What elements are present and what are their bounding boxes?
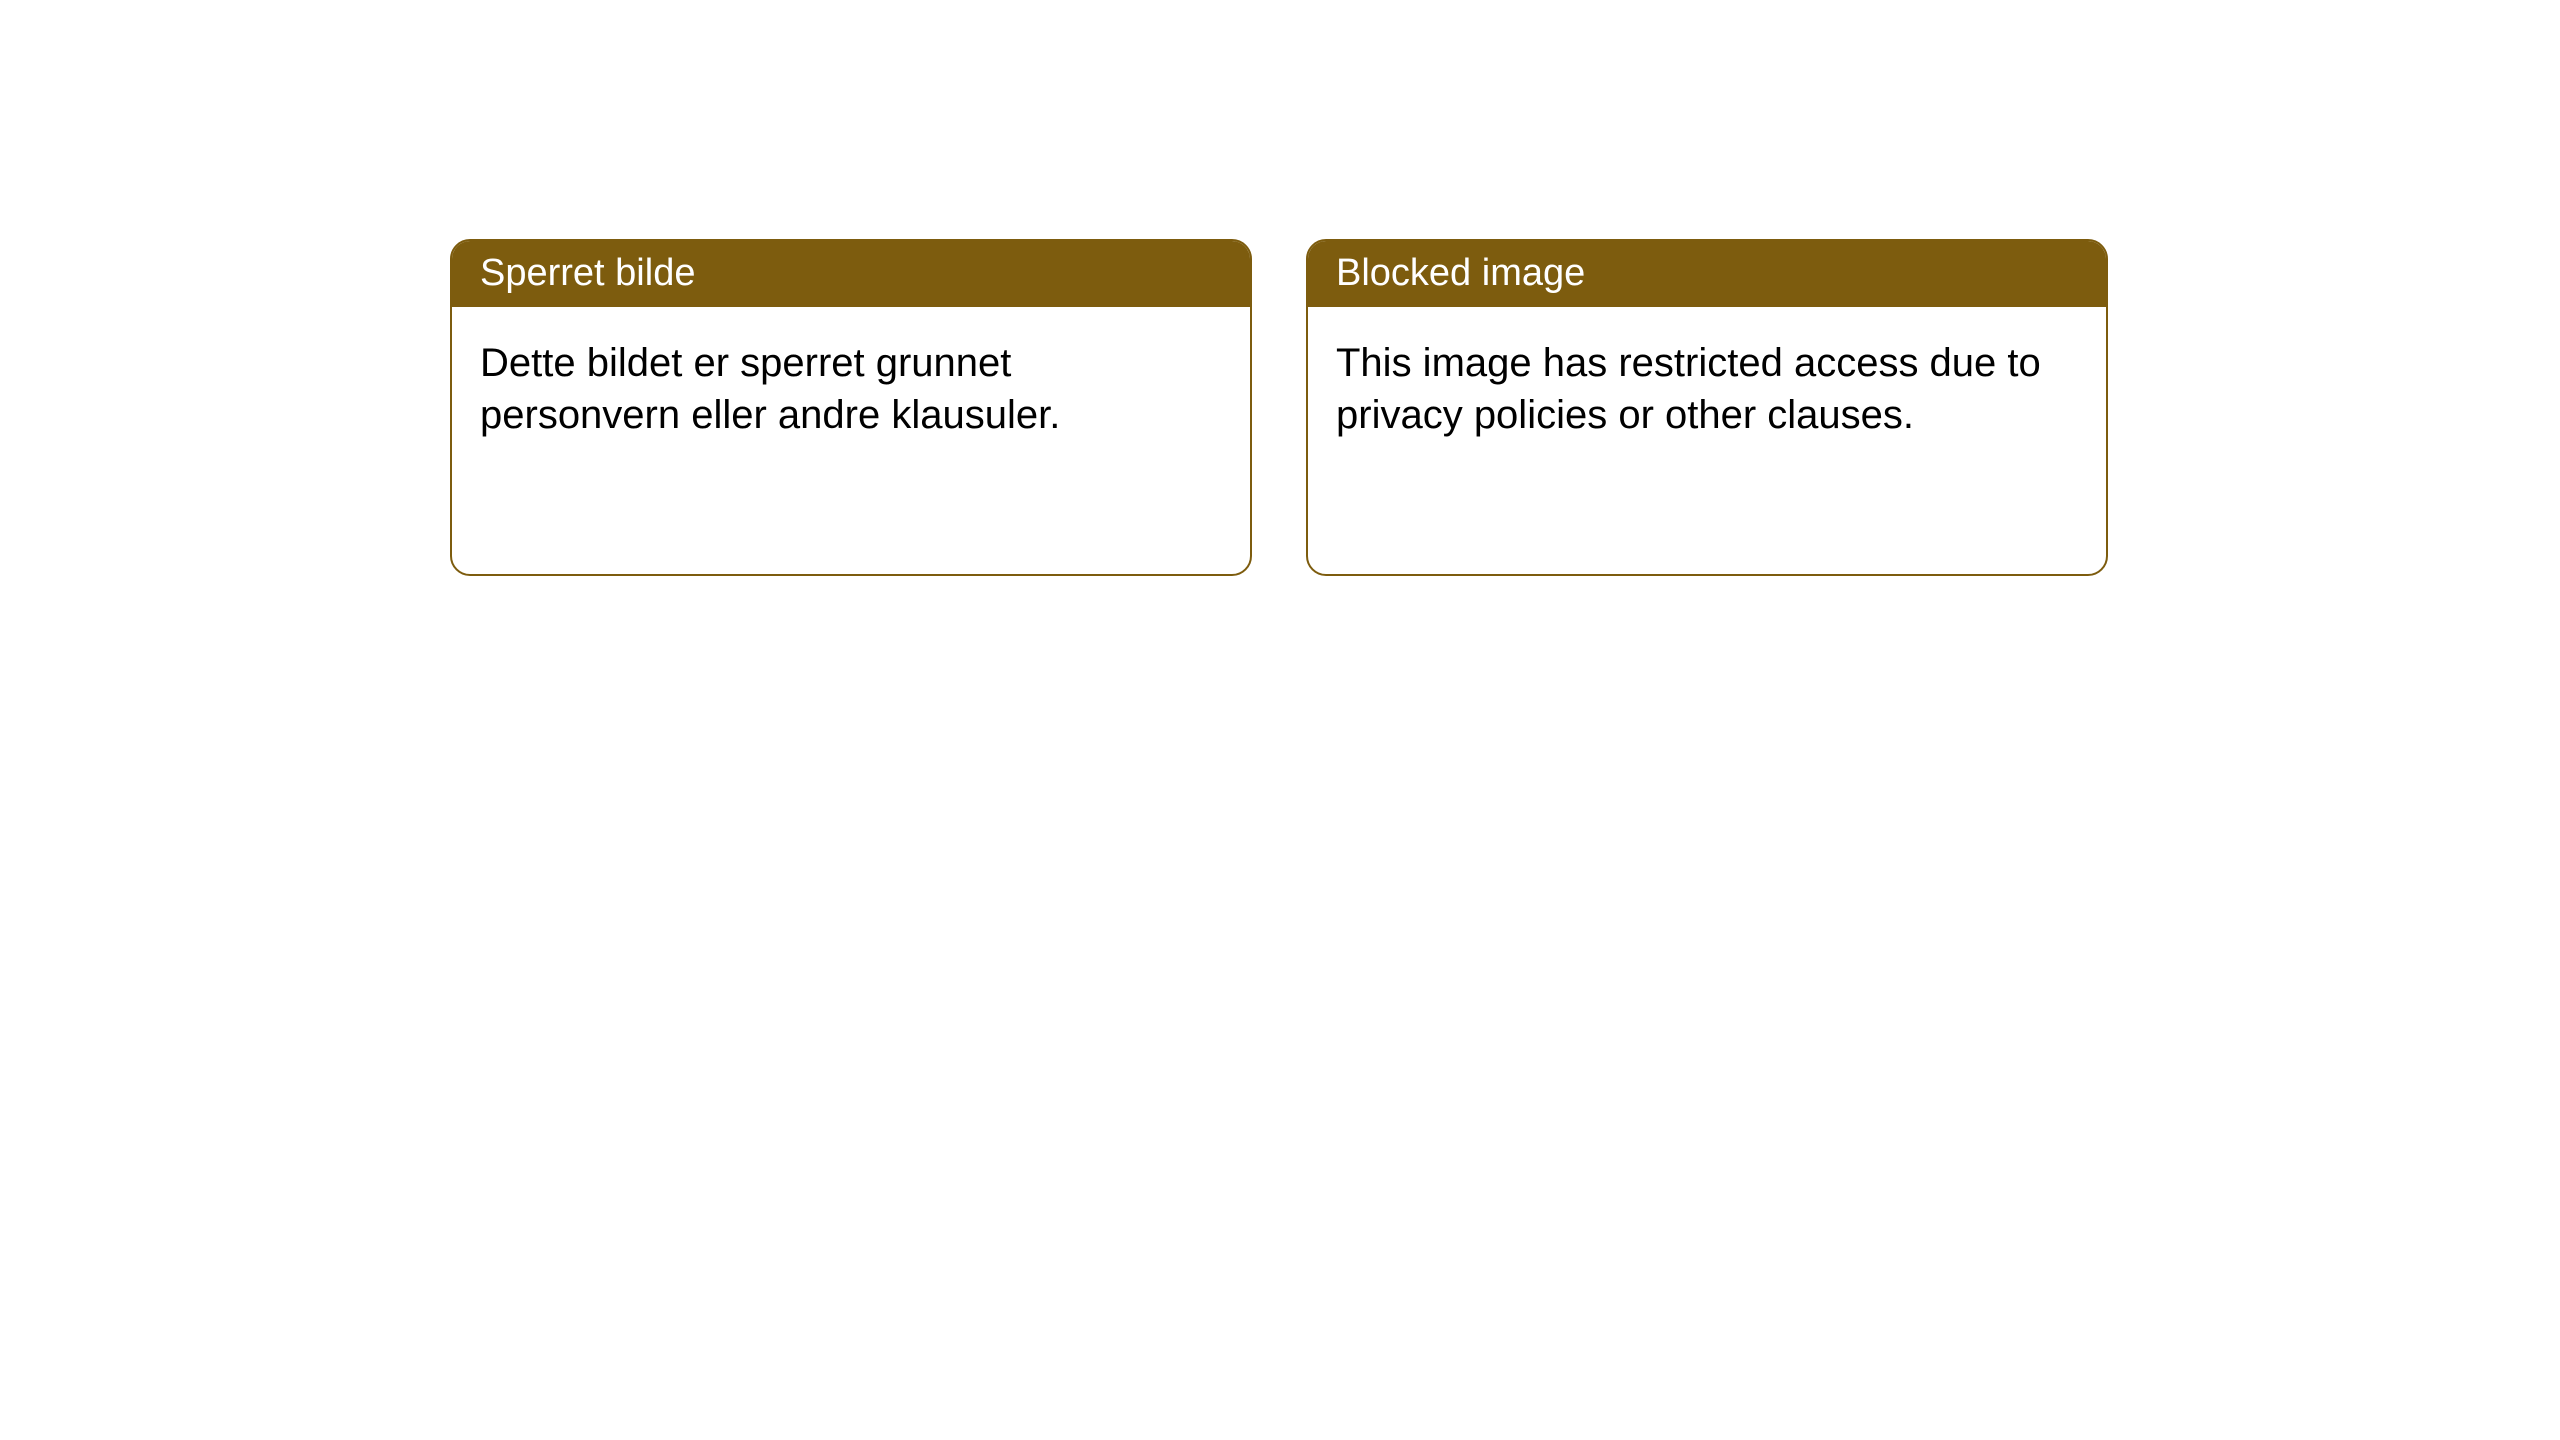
- card-body-norwegian: Dette bildet er sperret grunnet personve…: [452, 307, 1250, 471]
- card-header-english: Blocked image: [1308, 241, 2106, 307]
- notice-card-norwegian: Sperret bilde Dette bildet er sperret gr…: [450, 239, 1252, 576]
- card-header-norwegian: Sperret bilde: [452, 241, 1250, 307]
- notice-cards-container: Sperret bilde Dette bildet er sperret gr…: [450, 239, 2108, 576]
- card-body-english: This image has restricted access due to …: [1308, 307, 2106, 471]
- notice-card-english: Blocked image This image has restricted …: [1306, 239, 2108, 576]
